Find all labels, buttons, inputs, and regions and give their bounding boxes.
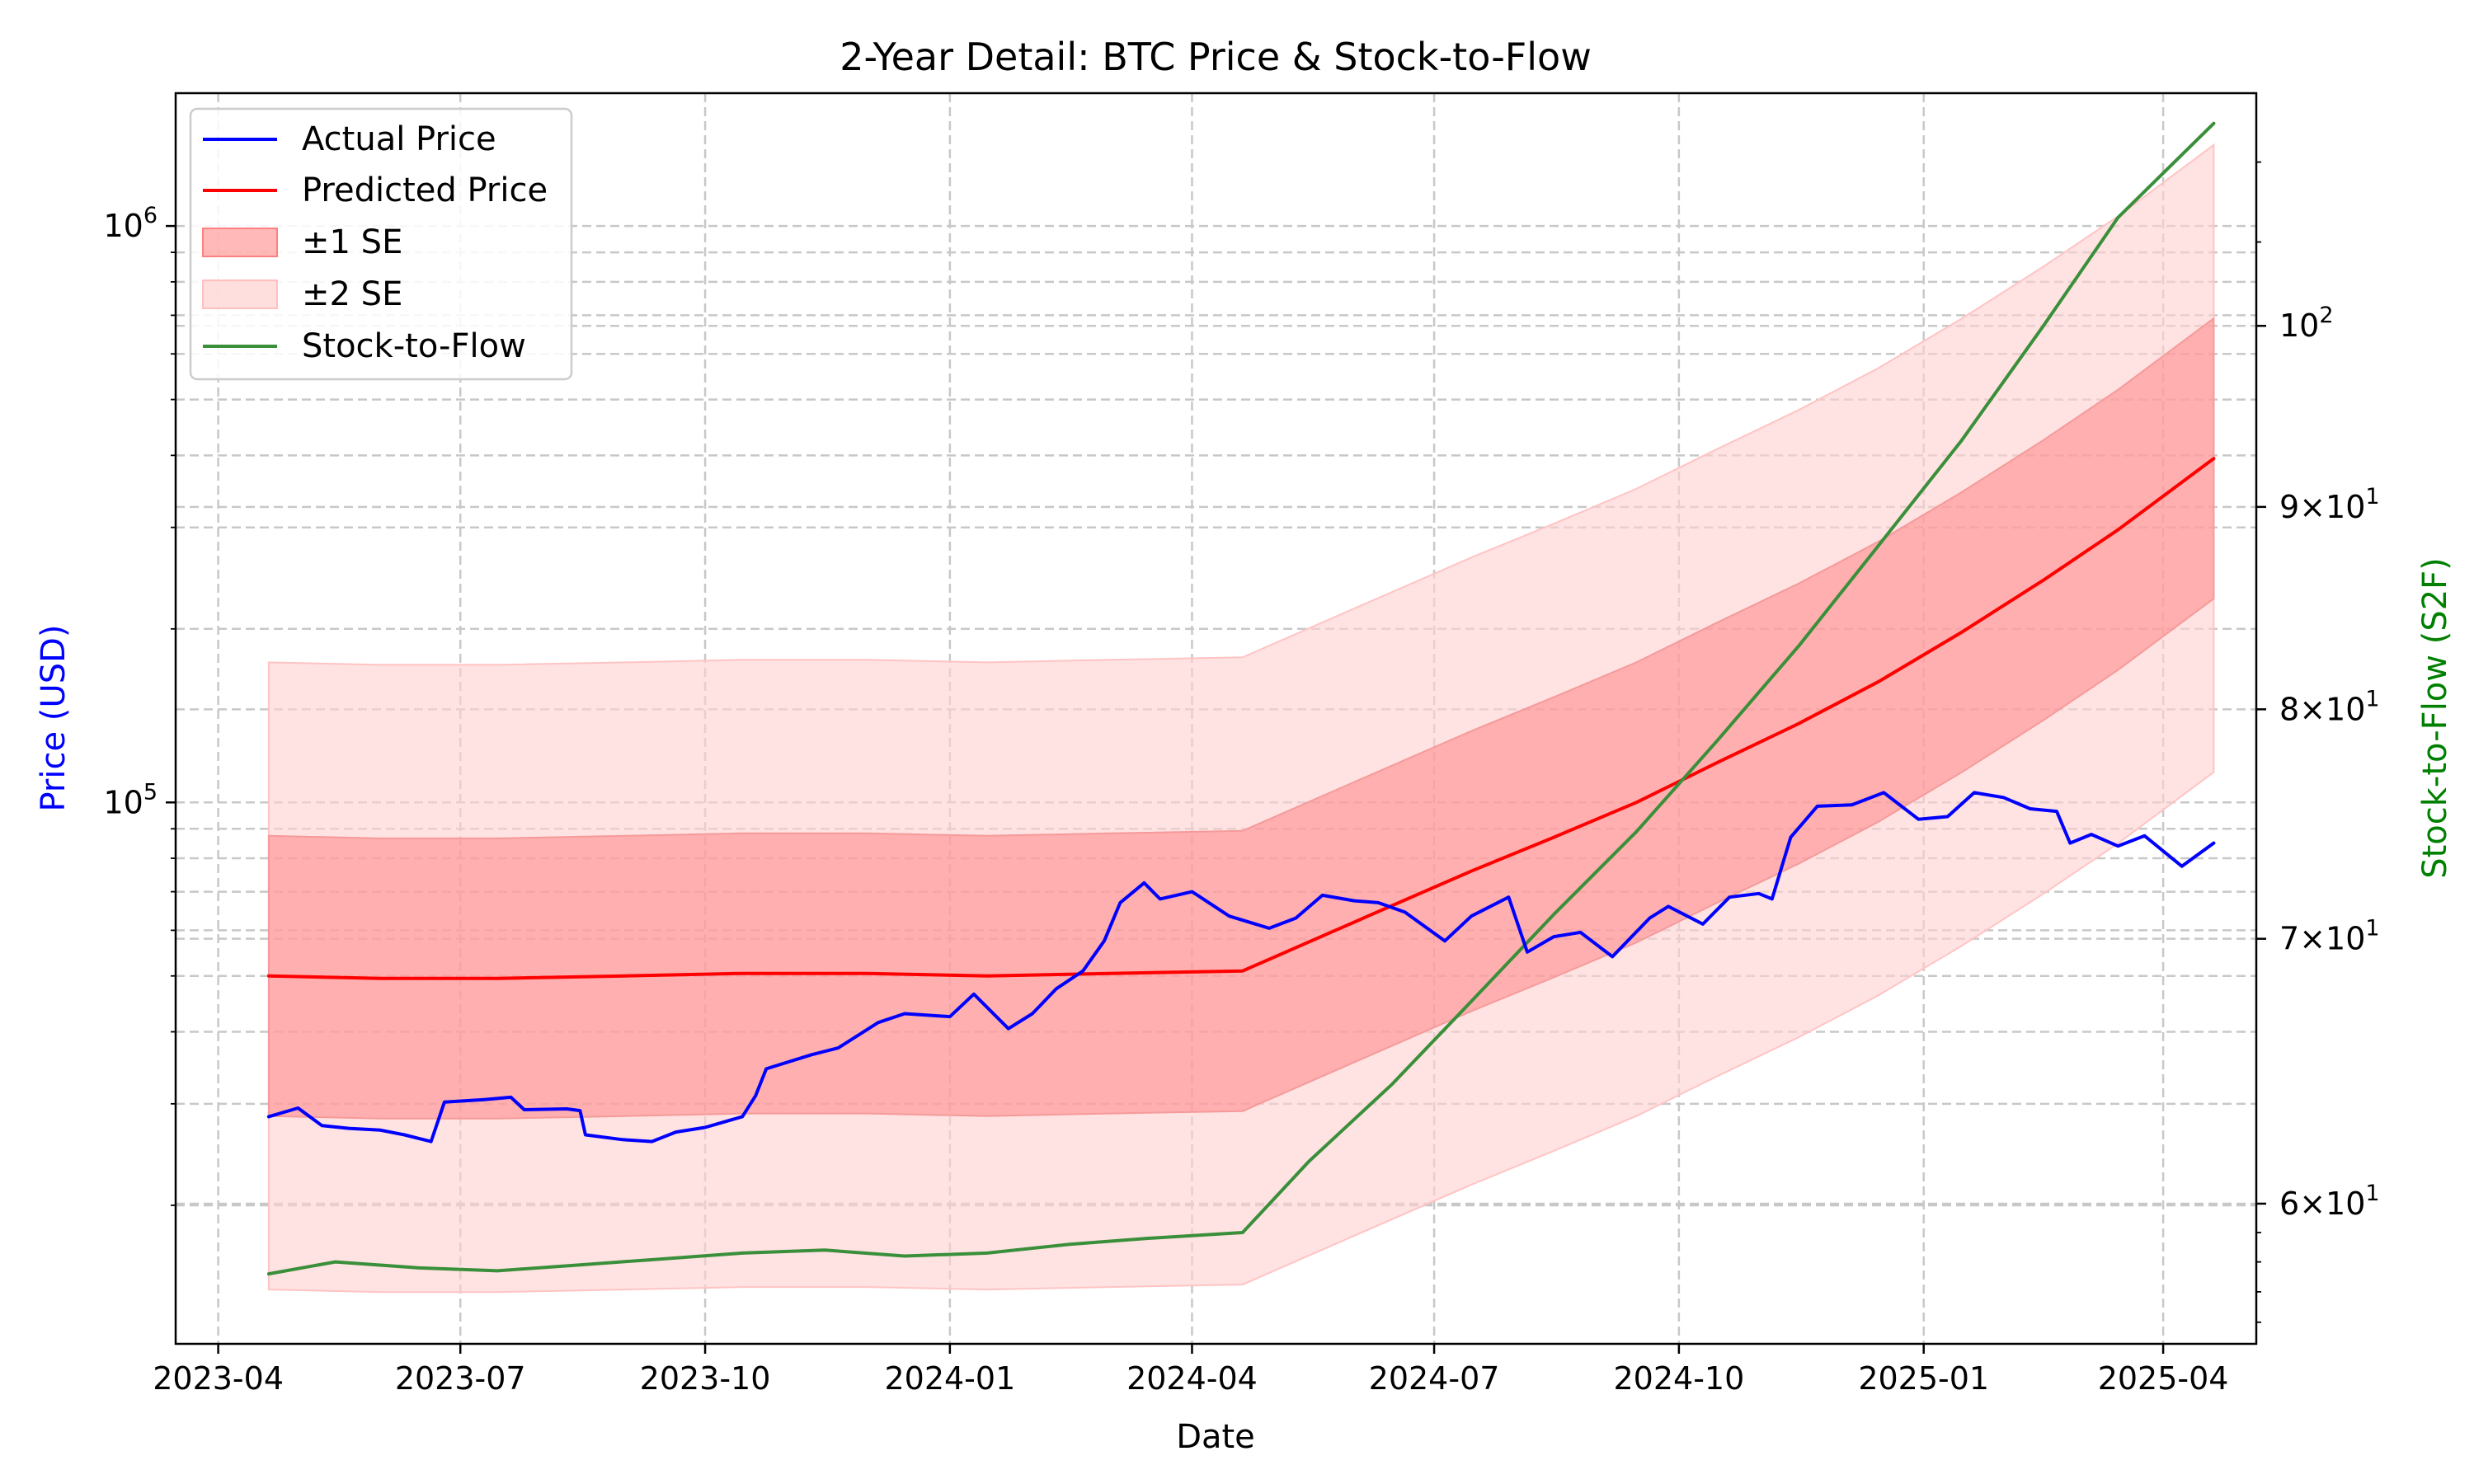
y2-tick-exponent: 2 — [2319, 303, 2333, 328]
x-tick-label: 2024-04 — [1126, 1360, 1258, 1397]
y2-tick-times: × — [2299, 1186, 2326, 1222]
y2-tick-base: 10 — [2279, 308, 2319, 344]
legend-actual-label: Actual Price — [302, 120, 496, 158]
x-axis-label: Date — [1176, 1418, 1255, 1456]
x-tick-label: 2025-01 — [1858, 1360, 1989, 1397]
y2-tick-base: 10 — [2326, 489, 2365, 525]
legend-se1-label: ±1 SE — [302, 223, 402, 261]
y2-tick-label: 8×101 — [2279, 686, 2380, 727]
y2-tick-base: 10 — [2326, 921, 2365, 957]
legend-se1-swatch — [203, 228, 277, 256]
y-tick-base: 10 — [103, 208, 143, 244]
x-tick-label: 2024-07 — [1369, 1360, 1500, 1397]
y2-tick-mantissa: 6 — [2279, 1186, 2299, 1222]
legend-s2f-label: Stock-to-Flow — [302, 327, 526, 365]
y2-tick-times: × — [2299, 921, 2326, 957]
legend-se2-swatch — [203, 280, 277, 308]
x-tick-label: 2024-10 — [1613, 1360, 1744, 1397]
x-tick-label: 2023-04 — [153, 1360, 284, 1397]
y2-tick-label: 7×101 — [2279, 916, 2380, 957]
legend-predicted-label: Predicted Price — [302, 171, 548, 209]
y2-axis-label: Stock-to-Flow (S2F) — [2416, 557, 2454, 879]
x-tick-label: 2023-07 — [395, 1360, 526, 1397]
y2-tick-exponent: 1 — [2365, 484, 2379, 510]
chart-title: 2-Year Detail: BTC Price & Stock-to-Flow — [840, 35, 1592, 79]
y2-tick-label: 9×101 — [2279, 484, 2380, 525]
y2-tick-times: × — [2299, 489, 2326, 525]
x-tick-label: 2025-04 — [2098, 1360, 2229, 1397]
y-tick-exponent: 6 — [143, 203, 158, 228]
x-tick-label: 2024-01 — [884, 1360, 1015, 1397]
y2-tick-base: 10 — [2326, 1186, 2365, 1222]
y2-tick-exponent: 1 — [2365, 916, 2379, 942]
y2-tick-mantissa: 8 — [2279, 691, 2299, 727]
y-tick-exponent: 5 — [143, 779, 158, 805]
legend-se2-label: ±2 SE — [302, 275, 402, 313]
y2-tick-base: 10 — [2326, 691, 2365, 727]
y2-tick-exponent: 1 — [2365, 686, 2379, 711]
x-tick-label: 2023-10 — [640, 1360, 771, 1397]
y2-tick-mantissa: 7 — [2279, 921, 2299, 957]
y-axis-label: Price (USD) — [35, 625, 73, 812]
y2-tick-label: 6×101 — [2279, 1181, 2380, 1222]
legend: Actual Price Predicted Price ±1 SE ±2 SE… — [190, 109, 571, 379]
y2-tick-times: × — [2299, 691, 2326, 727]
y2-tick-mantissa: 9 — [2279, 489, 2299, 525]
y-tick-base: 10 — [103, 784, 143, 820]
y2-tick-exponent: 1 — [2365, 1181, 2379, 1206]
